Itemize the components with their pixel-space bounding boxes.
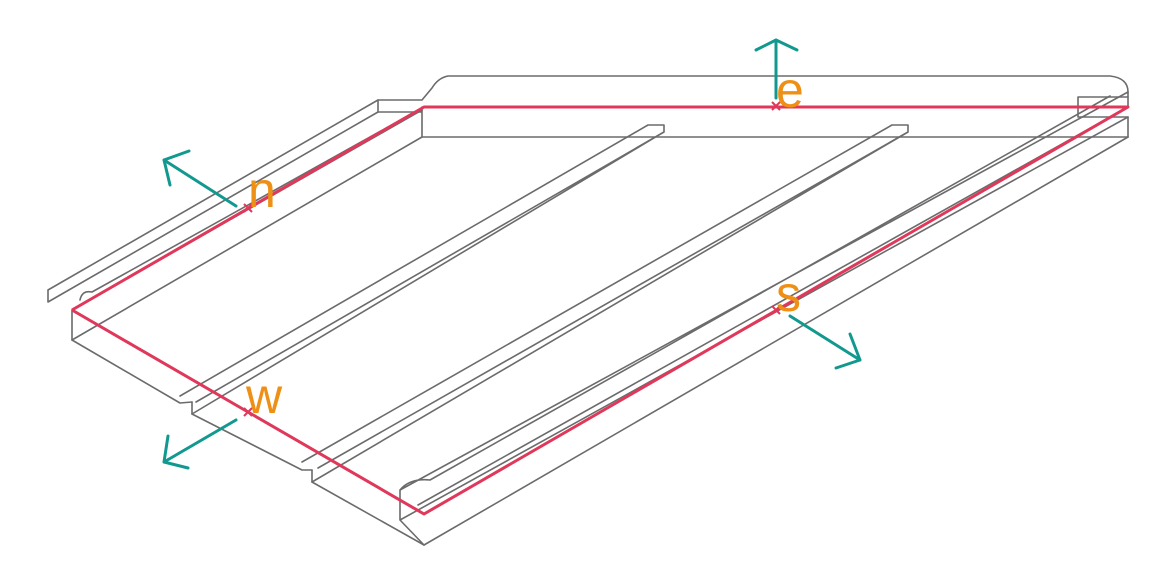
north-label: n: [248, 162, 276, 218]
south-arrow-icon: [788, 314, 862, 370]
north-marker: [243, 203, 253, 213]
west-label: w: [245, 368, 283, 424]
west-edge: [71, 339, 425, 546]
rib-2: [301, 124, 909, 483]
west-marker: [243, 407, 253, 417]
measure-path: [71, 105, 1130, 516]
east-arrow-icon: [754, 38, 799, 100]
north-arrow-icon: [162, 149, 238, 208]
west-arrow-icon: [162, 418, 238, 470]
east-label: e: [776, 62, 804, 118]
panel-outline: [47, 75, 1129, 546]
south-label: s: [776, 266, 801, 322]
east-marker: [771, 101, 781, 111]
south-marker: [771, 305, 781, 315]
